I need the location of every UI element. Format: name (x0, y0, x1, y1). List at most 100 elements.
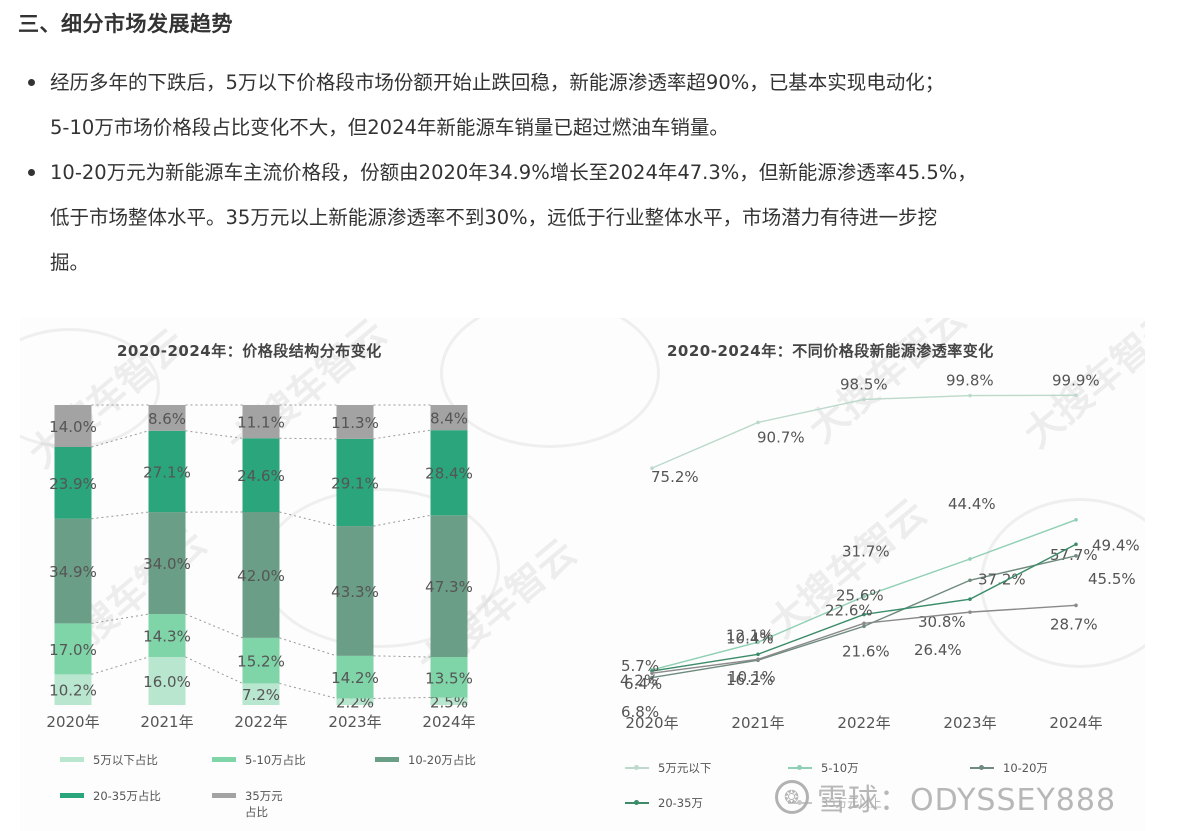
legend-swatch-icon (60, 793, 84, 798)
series-line (651, 394, 1077, 469)
point-value-label: 99.8% (946, 372, 994, 390)
bar-segment (54, 623, 92, 675)
connector-line (185, 430, 243, 439)
data-point-marker (1074, 517, 1078, 522)
bar-value-label: 2.5% (430, 693, 468, 711)
bar-value-label: 23.9% (49, 475, 97, 493)
legend-item: 10-20万 (970, 760, 1048, 776)
x-axis-label: 2020年 (46, 713, 99, 731)
snowball-logo-icon: ❂ (775, 780, 809, 814)
bar-segment (148, 512, 186, 615)
data-point-marker (756, 640, 760, 645)
legend-label: 35万元占比 (245, 789, 283, 819)
point-value-label: 45.5% (1088, 570, 1136, 588)
connector-line (279, 511, 337, 527)
bar-segment (148, 614, 186, 657)
bar-value-label: 7.2% (242, 686, 280, 704)
legend-item: 5-10万 (788, 760, 859, 776)
bullet-list: 经历多年的下跌后，5万以下价格段市场份额开始止跌回稳，新能源渗透率超90%，已基… (28, 60, 1158, 285)
point-value-label: 37.2% (978, 570, 1026, 588)
legend-label: 5-10万占比 (245, 753, 306, 767)
connector-line (279, 637, 337, 657)
bar-segment (54, 518, 92, 624)
bar-value-label: 43.3% (331, 583, 379, 601)
bar-value-label: 10.2% (49, 682, 97, 700)
bar-segment (430, 657, 468, 698)
legend-item: 5万元以下 (625, 760, 711, 776)
point-value-label: 22.6% (825, 601, 873, 619)
legend-label: 35万元以上 (821, 796, 882, 810)
point-value-label: 21.6% (842, 642, 890, 660)
bar-segment (430, 430, 468, 516)
point-value-label: 90.7% (757, 428, 805, 446)
point-value-label: 25.6% (836, 586, 884, 604)
data-point-marker (968, 610, 972, 614)
line-chart-title: 2020-2024年：不同价格段新能源渗透率变化 (667, 342, 994, 360)
legend-swatch-icon (212, 757, 236, 762)
bar-segment (54, 405, 92, 447)
bar-segment (336, 405, 374, 439)
legend-label: 20-35万 (658, 796, 703, 810)
connector-line (91, 656, 149, 675)
point-value-label: 12.1% (726, 626, 774, 644)
connector-line (185, 656, 243, 684)
connector-line (279, 682, 337, 699)
legend-label: 10-20万占比 (408, 753, 476, 767)
x-axis-label: 2021年 (140, 713, 193, 731)
x-axis-label: 2023年 (943, 714, 996, 732)
bullet-text-line: 低于市场整体水平。35万元以上新能源渗透率不到30%，远低于行业整体水平，市场潜… (50, 206, 938, 229)
point-value-label: 5.7% (621, 657, 659, 675)
snowball-watermark-text: 雪球：ODYSSEY888 (817, 783, 1117, 818)
legend-label: 20-35万占比 (93, 789, 161, 803)
connector-line (373, 429, 431, 440)
point-value-label: 10.1% (728, 668, 776, 686)
point-value-label: 75.2% (651, 468, 699, 486)
bar-value-label: 29.1% (331, 474, 379, 492)
bar-segment (242, 637, 280, 684)
chart-figure-image: 大搜车智云 大搜车智云 大搜车智云 大搜车智云 大搜车智云 大搜车智云 大搜车智… (20, 318, 1145, 831)
data-point-marker (1074, 603, 1078, 608)
stacked-bar-chart: 10.2% 17.0% 34.9% 23.9% 14.0% 2020年 16.0% 14.3%… (46, 404, 476, 731)
bullet-text-line: 5-10万市场价格段占比变化不大，但2024年新能源车销量已超过燃油车销量。 (50, 116, 729, 139)
point-value-label: 6.4% (624, 675, 662, 693)
bar-value-label: 14.2% (331, 669, 379, 687)
bar-segment (430, 697, 468, 705)
data-point-marker (650, 671, 654, 675)
bar-value-label: 47.3% (425, 578, 473, 596)
bar-segment (430, 515, 468, 658)
data-point-marker (862, 594, 866, 599)
x-axis-label: 2024年 (422, 713, 475, 731)
x-axis-label: 2022年 (837, 714, 890, 732)
data-point-marker (862, 624, 866, 629)
point-value-label: 28.7% (1050, 615, 1098, 633)
point-value-label: 99.9% (1052, 371, 1100, 389)
point-value-label: 6.8% (621, 703, 659, 721)
x-axis-label: 2023年 (328, 713, 381, 731)
connector-line (91, 430, 149, 448)
bullet-text-line: 掘。 (50, 251, 90, 274)
point-value-label: 16.2% (726, 671, 774, 689)
bar-value-label: 17.0% (49, 641, 97, 659)
point-value-label: 10.4% (726, 629, 774, 647)
point-value-label: 30.8% (918, 613, 966, 631)
bar-segment (242, 405, 280, 439)
connector-line (373, 514, 431, 527)
bar-segment (336, 438, 374, 527)
bar-segment (336, 655, 374, 699)
bar-value-label: 8.6% (148, 410, 186, 428)
x-axis-label: 2020年 (625, 714, 678, 732)
point-value-label: 4.2% (620, 672, 658, 690)
bar-value-label: 15.2% (237, 653, 285, 671)
bar-value-label: 28.4% (425, 465, 473, 483)
watermark-ring (980, 498, 1145, 668)
legend-label: 5万以下占比 (93, 753, 158, 767)
connector-line (91, 511, 149, 520)
data-point-marker (1074, 542, 1078, 547)
bar-value-label: 8.4% (430, 410, 468, 428)
connector-line (373, 697, 431, 699)
bar-value-label: 14.0% (49, 418, 97, 436)
bar-value-label: 34.0% (143, 555, 191, 573)
bar-value-label: 11.3% (331, 414, 379, 432)
legend-item: 35万元占比 (212, 788, 302, 820)
legend-item: 5万以下占比 (60, 752, 158, 768)
